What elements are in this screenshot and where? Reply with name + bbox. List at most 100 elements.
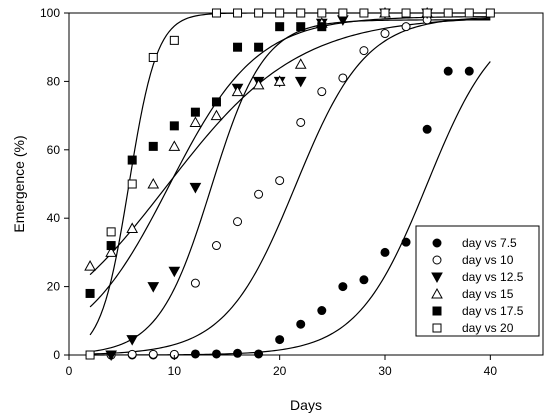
data-point bbox=[464, 66, 474, 76]
y-tick-label: 60 bbox=[47, 143, 61, 157]
data-point bbox=[85, 350, 95, 360]
data-point bbox=[127, 179, 137, 189]
data-point bbox=[275, 22, 285, 32]
data-point bbox=[338, 8, 348, 18]
data-point bbox=[338, 73, 348, 83]
data-point bbox=[231, 85, 244, 97]
y-axis-ticks: 0 20 40 60 80 100 bbox=[40, 6, 69, 362]
data-point bbox=[296, 8, 306, 18]
data-point bbox=[210, 109, 223, 121]
data-point bbox=[85, 288, 95, 298]
data-point bbox=[422, 124, 432, 134]
data-point bbox=[106, 241, 116, 251]
data-point bbox=[169, 35, 179, 45]
legend-label: day vs 17.5 bbox=[462, 304, 524, 318]
x-tick-label: 30 bbox=[378, 364, 392, 378]
x-tick-label: 40 bbox=[484, 364, 498, 378]
legend-marker bbox=[431, 287, 443, 299]
data-point bbox=[296, 117, 306, 127]
legend-marker bbox=[432, 306, 442, 316]
x-tick-label: 0 bbox=[66, 364, 73, 378]
data-point bbox=[126, 222, 139, 233]
data-point bbox=[359, 275, 369, 285]
data-point bbox=[169, 121, 179, 131]
legend-label: day vs 7.5 bbox=[462, 236, 517, 250]
legend-label: day vs 20 bbox=[462, 321, 514, 335]
legend-marker bbox=[432, 323, 442, 333]
x-axis-title: Days bbox=[290, 397, 322, 413]
data-point bbox=[338, 282, 348, 292]
data-point bbox=[464, 8, 474, 18]
data-point bbox=[189, 182, 202, 194]
data-point bbox=[126, 335, 139, 346]
x-axis-ticks: 0 10 20 30 40 bbox=[66, 355, 498, 378]
data-point bbox=[233, 348, 243, 358]
legend-marker bbox=[432, 238, 442, 248]
data-point bbox=[317, 8, 327, 18]
y-tick-label: 40 bbox=[47, 211, 61, 225]
data-point bbox=[147, 177, 160, 189]
data-point bbox=[275, 8, 285, 18]
data-point bbox=[211, 8, 221, 18]
data-point bbox=[401, 8, 411, 18]
data-point bbox=[317, 87, 327, 97]
legend-marker bbox=[432, 255, 442, 265]
data-point bbox=[401, 237, 411, 247]
data-point bbox=[148, 141, 158, 151]
data-point bbox=[380, 8, 390, 18]
y-tick-label: 100 bbox=[40, 6, 60, 20]
data-point bbox=[254, 349, 264, 359]
data-point bbox=[296, 22, 306, 32]
data-point bbox=[168, 140, 181, 151]
data-point bbox=[233, 42, 243, 52]
legend-label: day vs 15 bbox=[462, 287, 514, 301]
data-point bbox=[147, 282, 160, 293]
data-point bbox=[190, 349, 200, 359]
data-point bbox=[254, 189, 264, 199]
fitted-curve bbox=[90, 17, 491, 355]
data-point bbox=[211, 97, 221, 107]
data-point bbox=[105, 350, 117, 362]
data-point bbox=[211, 349, 221, 359]
data-point bbox=[317, 306, 327, 316]
data-point bbox=[485, 8, 495, 18]
data-point bbox=[401, 22, 411, 32]
y-tick-label: 0 bbox=[53, 348, 60, 362]
data-point bbox=[84, 260, 96, 271]
data-point bbox=[273, 75, 286, 86]
data-point bbox=[233, 217, 243, 227]
data-point bbox=[443, 8, 453, 18]
data-point bbox=[233, 8, 243, 18]
y-axis-title: Emergence (%) bbox=[11, 135, 27, 232]
data-point bbox=[443, 66, 453, 76]
data-point bbox=[359, 46, 369, 56]
data-point bbox=[254, 8, 264, 18]
data-point bbox=[275, 335, 285, 345]
legend-label: day vs 10 bbox=[462, 253, 514, 267]
data-point bbox=[189, 116, 202, 127]
data-point bbox=[127, 155, 137, 165]
data-points bbox=[84, 6, 495, 362]
data-point bbox=[106, 227, 116, 237]
data-point bbox=[211, 241, 221, 251]
data-point bbox=[127, 349, 137, 359]
data-point bbox=[148, 52, 158, 62]
fitted-curve bbox=[89, 18, 491, 276]
data-point bbox=[252, 78, 265, 90]
x-tick-label: 10 bbox=[168, 364, 182, 378]
y-tick-label: 20 bbox=[47, 280, 61, 294]
data-point bbox=[148, 349, 158, 359]
data-point bbox=[190, 107, 200, 117]
data-point bbox=[294, 76, 307, 88]
data-point bbox=[254, 42, 264, 52]
data-point bbox=[359, 8, 369, 18]
data-point bbox=[105, 246, 117, 257]
y-tick-label: 80 bbox=[47, 74, 61, 88]
data-point bbox=[275, 176, 285, 186]
data-point bbox=[296, 319, 306, 329]
data-point bbox=[317, 22, 327, 32]
data-point bbox=[168, 266, 181, 278]
legend-marker bbox=[431, 272, 443, 284]
data-point bbox=[422, 8, 432, 18]
